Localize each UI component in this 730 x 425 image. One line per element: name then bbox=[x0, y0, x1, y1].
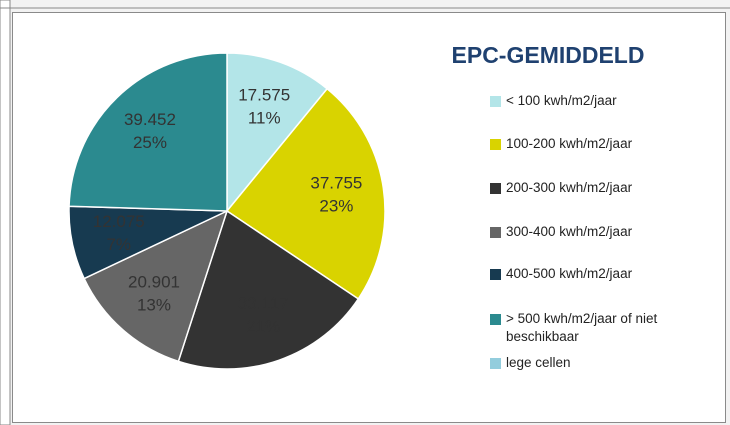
legend-item: 100-200 kwh/m2/jaar bbox=[490, 135, 686, 153]
percent-label: 11% bbox=[248, 108, 281, 127]
percent-label: 13% bbox=[137, 296, 171, 315]
value-label: 20.901 bbox=[128, 273, 180, 292]
legend-label: lege cellen bbox=[506, 355, 571, 370]
pie-slice bbox=[177, 209, 360, 370]
legend-item: < 100 kwh/m2/jaar bbox=[490, 92, 686, 110]
pie-slice bbox=[68, 52, 228, 212]
legend-swatch bbox=[490, 314, 501, 325]
pie-slice bbox=[226, 52, 329, 214]
chart-title: EPC-GEMIDDELD bbox=[452, 42, 645, 68]
legend-label: 200-300 kwh/m2/jaar bbox=[506, 180, 633, 195]
value-label: 17.575 bbox=[238, 85, 290, 104]
value-label: 12.075 bbox=[93, 212, 145, 231]
percent-label: 21% bbox=[246, 317, 280, 336]
legend-item: lege cellen bbox=[490, 354, 686, 372]
value-label: 33.117 bbox=[238, 294, 289, 313]
legend-label: 400-500 kwh/m2/jaar bbox=[506, 266, 633, 281]
legend-swatch bbox=[490, 227, 501, 238]
legend-swatch bbox=[490, 269, 501, 280]
pie-slice bbox=[83, 209, 229, 363]
percent-label: 7% bbox=[106, 235, 131, 254]
legend-label: 100-200 kwh/m2/jaar bbox=[506, 136, 633, 151]
legend-swatch bbox=[490, 358, 501, 369]
pie-slice bbox=[225, 87, 386, 300]
value-label: 37.755 bbox=[310, 173, 362, 192]
legend-swatch bbox=[490, 183, 501, 194]
legend-label: < 100 kwh/m2/jaar bbox=[506, 93, 617, 108]
legend-swatch bbox=[490, 139, 501, 150]
legend-label: > 500 kwh/m2/jaar of niet beschikbaar bbox=[506, 311, 658, 344]
legend-label: 300-400 kwh/m2/jaar bbox=[506, 224, 633, 239]
legend-item: > 500 kwh/m2/jaar of niet beschikbaar bbox=[490, 310, 686, 346]
legend-item: 300-400 kwh/m2/jaar bbox=[490, 223, 686, 241]
value-label: 39.452 bbox=[124, 110, 176, 129]
legend-swatch bbox=[490, 96, 501, 107]
legend-item: 200-300 kwh/m2/jaar bbox=[490, 179, 686, 197]
legend-item: 400-500 kwh/m2/jaar bbox=[490, 265, 686, 283]
percent-label: 25% bbox=[133, 133, 167, 152]
percent-label: 23% bbox=[319, 196, 353, 215]
side-strip bbox=[0, 0, 11, 425]
